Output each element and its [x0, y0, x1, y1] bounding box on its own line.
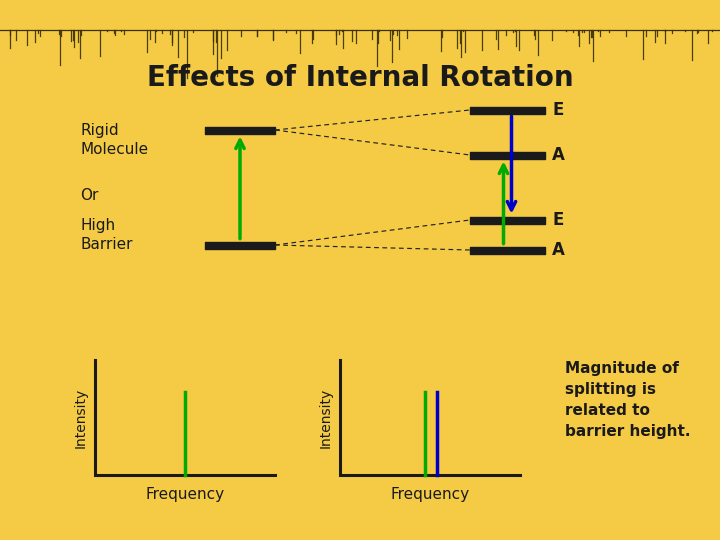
Text: High
Barrier: High Barrier — [80, 218, 132, 252]
Text: Magnitude of
splitting is
related to
barrier height.: Magnitude of splitting is related to bar… — [565, 361, 690, 439]
Text: E: E — [552, 211, 563, 229]
Text: Or: Or — [80, 187, 99, 202]
Text: Intensity: Intensity — [74, 387, 88, 448]
Text: Rigid
Molecule: Rigid Molecule — [80, 123, 148, 157]
Text: Frequency: Frequency — [390, 488, 469, 503]
Text: E: E — [552, 101, 563, 119]
Text: Intensity: Intensity — [319, 387, 333, 448]
Text: A: A — [552, 146, 565, 164]
Text: Frequency: Frequency — [145, 488, 225, 503]
Text: Effects of Internal Rotation: Effects of Internal Rotation — [147, 64, 573, 92]
Text: A: A — [552, 241, 565, 259]
